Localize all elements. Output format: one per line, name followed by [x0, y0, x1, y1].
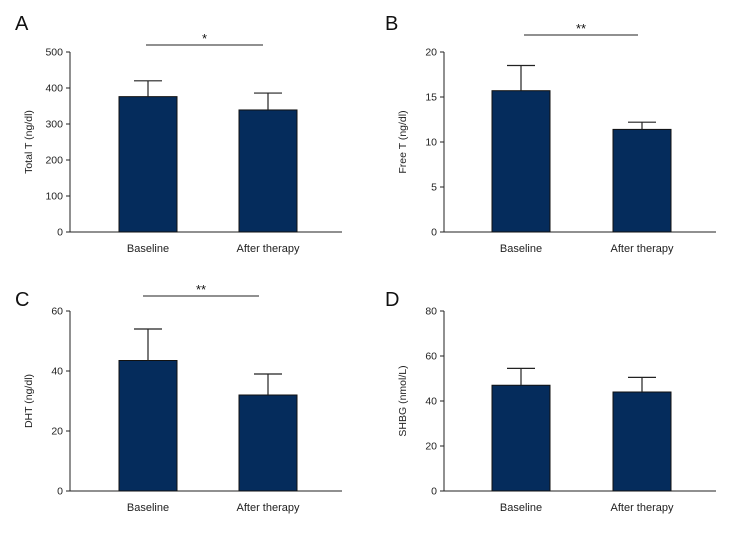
y-tick-label: 100	[45, 191, 63, 203]
y-tick-label: 400	[45, 83, 63, 95]
y-tick-label: 20	[425, 47, 437, 59]
y-tick-label: 20	[425, 441, 437, 453]
y-tick-label: 300	[45, 119, 63, 131]
y-tick-label: 40	[425, 396, 437, 408]
y-tick-label: 40	[51, 366, 63, 378]
significance-label-c: **	[196, 282, 206, 297]
y-axis-label-d: SHBG (nmol/L)	[397, 365, 409, 436]
bar-d-1	[612, 391, 672, 492]
category-label-d-0: Baseline	[500, 502, 542, 514]
y-tick-label: 15	[425, 92, 437, 104]
chart-panel-d: D 0 20 40 60 80 SHBG (nmol/L) Baseline After the…	[385, 289, 716, 514]
bar-b-1	[612, 128, 672, 233]
category-label-c-0: Baseline	[127, 502, 169, 514]
y-tick-label: 500	[45, 47, 63, 59]
bar-d-0	[491, 384, 551, 492]
bar-c-1	[238, 394, 298, 492]
y-tick-label: 60	[51, 306, 63, 318]
y-tick-label: 20	[51, 426, 63, 438]
y-tick-label: 0	[57, 227, 63, 239]
category-label-a-1: After therapy	[237, 243, 300, 255]
panel-letter-b: B	[385, 13, 398, 35]
category-label-b-1: After therapy	[611, 243, 674, 255]
chart-panel-b: B 0 5 10 15 20 Free T (ng/dl) Baseline After the…	[385, 13, 716, 255]
significance-label-b: **	[576, 21, 586, 36]
chart-panel-c: C 0 20 40 60 DHT (ng/dl) Baseline After therapy…	[15, 282, 342, 514]
y-tick-label: 200	[45, 155, 63, 167]
category-label-c-1: After therapy	[237, 502, 300, 514]
y-tick-label: 0	[57, 486, 63, 498]
y-tick-label: 5	[431, 182, 437, 194]
y-axis-label-c: DHT (ng/dl)	[23, 374, 35, 428]
panel-letter-a: A	[15, 13, 29, 35]
category-label-d-1: After therapy	[611, 502, 674, 514]
y-tick-label: 60	[425, 351, 437, 363]
category-label-a-0: Baseline	[127, 243, 169, 255]
chart-panel-a: A 0 100 200 300 400 500 Total T (ng/dl) Baseline…	[15, 13, 342, 255]
panel-letter-c: C	[15, 289, 29, 311]
bar-c-0	[118, 360, 178, 492]
significance-label-a: *	[202, 31, 207, 46]
y-tick-label: 10	[425, 137, 437, 149]
y-tick-label: 0	[431, 486, 437, 498]
bar-a-1	[238, 109, 298, 233]
bar-b-0	[491, 90, 551, 233]
panel-letter-d: D	[385, 289, 399, 311]
y-axis-label-a: Total T (ng/dl)	[23, 110, 35, 174]
y-tick-label: 0	[431, 227, 437, 239]
bar-a-0	[118, 96, 178, 233]
y-tick-label: 80	[425, 306, 437, 318]
category-label-b-0: Baseline	[500, 243, 542, 255]
y-axis-label-b: Free T (ng/dl)	[397, 110, 409, 173]
